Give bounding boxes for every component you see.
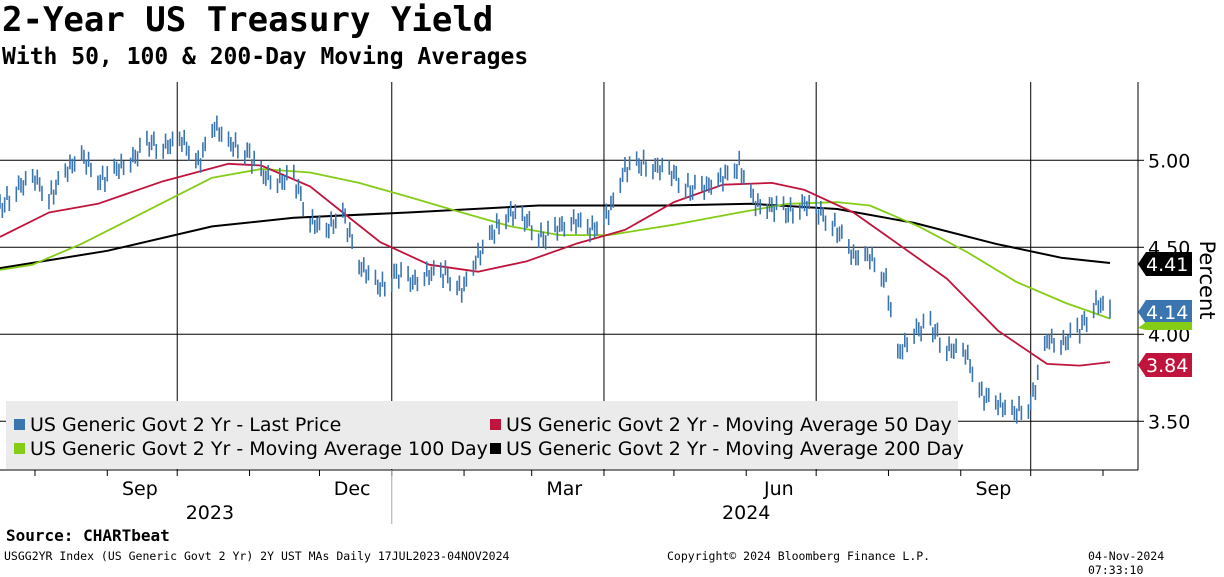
y-tick-label: 5.00 <box>1148 150 1190 172</box>
ticker-info: USGG2YR Index (US Generic Govt 2 Yr) 2Y … <box>4 549 510 563</box>
ma50-value-badge <box>1138 353 1192 377</box>
x-tick-label: Dec <box>334 478 371 500</box>
legend-swatch <box>14 419 25 430</box>
x-tick-label: Mar <box>546 478 582 500</box>
y-axis-label: Percent <box>1195 240 1219 319</box>
x-tick-label: Sep <box>122 478 158 500</box>
ma100-value-badge <box>1138 322 1192 330</box>
x-tick-label: Sep <box>975 478 1011 500</box>
legend-swatch <box>490 419 501 430</box>
source-note: Source: CHARTbeat <box>6 526 170 545</box>
ma50-line <box>0 162 1111 367</box>
x-tick-label: Jun <box>763 478 794 500</box>
y-tick-label: 3.50 <box>1148 411 1190 433</box>
legend-box <box>6 401 958 469</box>
legend-label: US Generic Govt 2 Yr - Moving Average 50… <box>506 414 952 436</box>
price-value-badge <box>1138 300 1192 324</box>
ma50-value-label: 3.84 <box>1146 355 1188 377</box>
ma100-line <box>0 168 1111 320</box>
x-year-label: 2024 <box>722 502 770 524</box>
x-year-label: 2023 <box>186 502 234 524</box>
timestamp: 04-Nov-2024 07:33:10 <box>1088 549 1165 577</box>
chart-title: 2-Year US Treasury Yield <box>2 0 494 40</box>
ma200-line <box>0 202 1111 270</box>
legend: US Generic Govt 2 Yr - Last Price US Gene… <box>6 401 964 469</box>
chart-subtitle: With 50, 100 & 200-Day Moving Averages <box>2 44 529 70</box>
price-value-label: 4.14 <box>1146 302 1188 324</box>
legend-label: US Generic Govt 2 Yr - Last Price <box>30 414 341 436</box>
ma200-value-badge <box>1138 252 1192 276</box>
ma200-value-label: 4.41 <box>1146 254 1188 276</box>
legend-swatch <box>490 443 501 454</box>
last-value-badges: 4.41 4.14 3.84 <box>1138 252 1192 377</box>
plot-area <box>0 115 1111 424</box>
legend-label: US Generic Govt 2 Yr - Moving Average 10… <box>30 438 488 460</box>
legend-label: US Generic Govt 2 Yr - Moving Average 20… <box>506 438 964 460</box>
legend-swatch <box>14 443 25 454</box>
copyright-note: Copyright© 2024 Bloomberg Finance L.P. <box>667 549 931 563</box>
